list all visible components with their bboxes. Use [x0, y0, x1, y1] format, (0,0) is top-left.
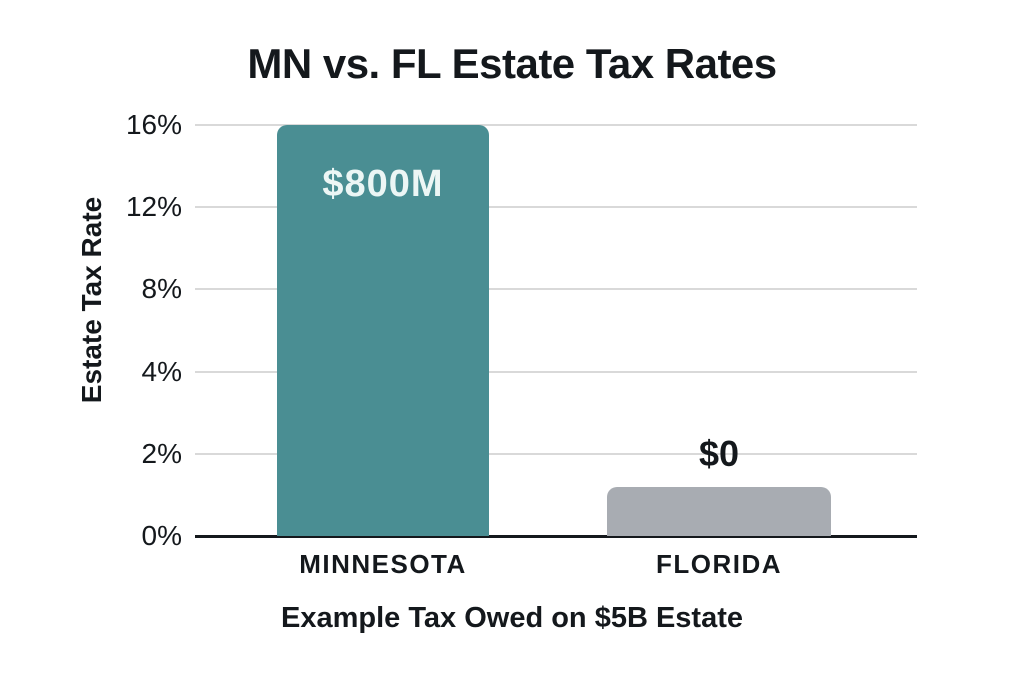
y-tick-label: 0%: [141, 520, 182, 551]
bar-value-label-florida: $0: [698, 432, 740, 474]
gridline: [195, 452, 917, 455]
plot-area: 16% 12% 8% 4% 2% 0% $800M $0: [126, 109, 917, 551]
y-tick-label: 16%: [125, 109, 182, 140]
chart-title: MN vs. FL Estate Tax Rates: [247, 40, 777, 87]
x-axis-line: [195, 535, 917, 538]
y-tick-label: 8%: [141, 273, 182, 305]
y-tick-label: 4%: [141, 355, 182, 387]
bar-minnesota: $800M: [277, 125, 489, 536]
y-axis-label: Estate Tax Rate: [76, 196, 107, 404]
gridline: [195, 288, 917, 291]
x-axis-caption: Example Tax Owed on $5B Estate: [280, 602, 744, 634]
y-tick-label: 2%: [141, 437, 182, 469]
gridline: [195, 206, 917, 209]
gridline: [195, 124, 917, 126]
x-category-label-minnesota: MINNESOTA: [299, 549, 467, 579]
y-tick-label: 12%: [125, 191, 182, 223]
bar-florida: $0: [607, 433, 831, 536]
x-category-label-florida: FLORIDA: [655, 549, 783, 579]
bar-value-label-minnesota: $800M: [322, 163, 444, 205]
gridline: [195, 370, 917, 373]
